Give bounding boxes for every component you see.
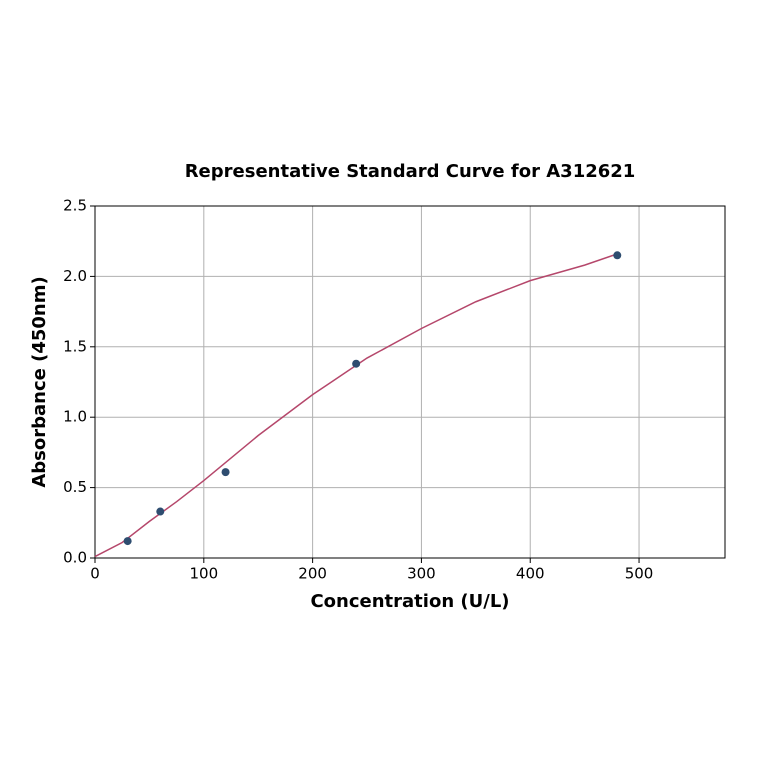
x-tick-label: 100 [189,565,218,583]
x-tick-label: 500 [625,565,654,583]
y-tick-label: 0.5 [63,478,87,496]
x-tick-label: 0 [90,565,100,583]
y-axis-label: Absorbance (450nm) [29,276,50,487]
y-tick-label: 1.0 [63,408,87,426]
chart-title: Representative Standard Curve for A31262… [185,161,636,182]
data-point [613,251,622,260]
data-point [156,507,165,516]
y-tick-label: 2.5 [63,197,87,215]
x-axis-label: Concentration (U/L) [310,591,509,612]
x-tick-label: 200 [298,565,327,583]
data-point [352,359,361,368]
data-point [221,468,230,477]
data-point [123,537,132,546]
y-tick-label: 2.0 [63,267,87,285]
x-tick-label: 300 [407,565,436,583]
x-tick-label: 400 [516,565,545,583]
plot-frame [94,205,726,559]
y-tick-label: 0.0 [63,549,87,567]
fit-curve [94,253,618,558]
y-tick-label: 1.5 [63,337,87,355]
